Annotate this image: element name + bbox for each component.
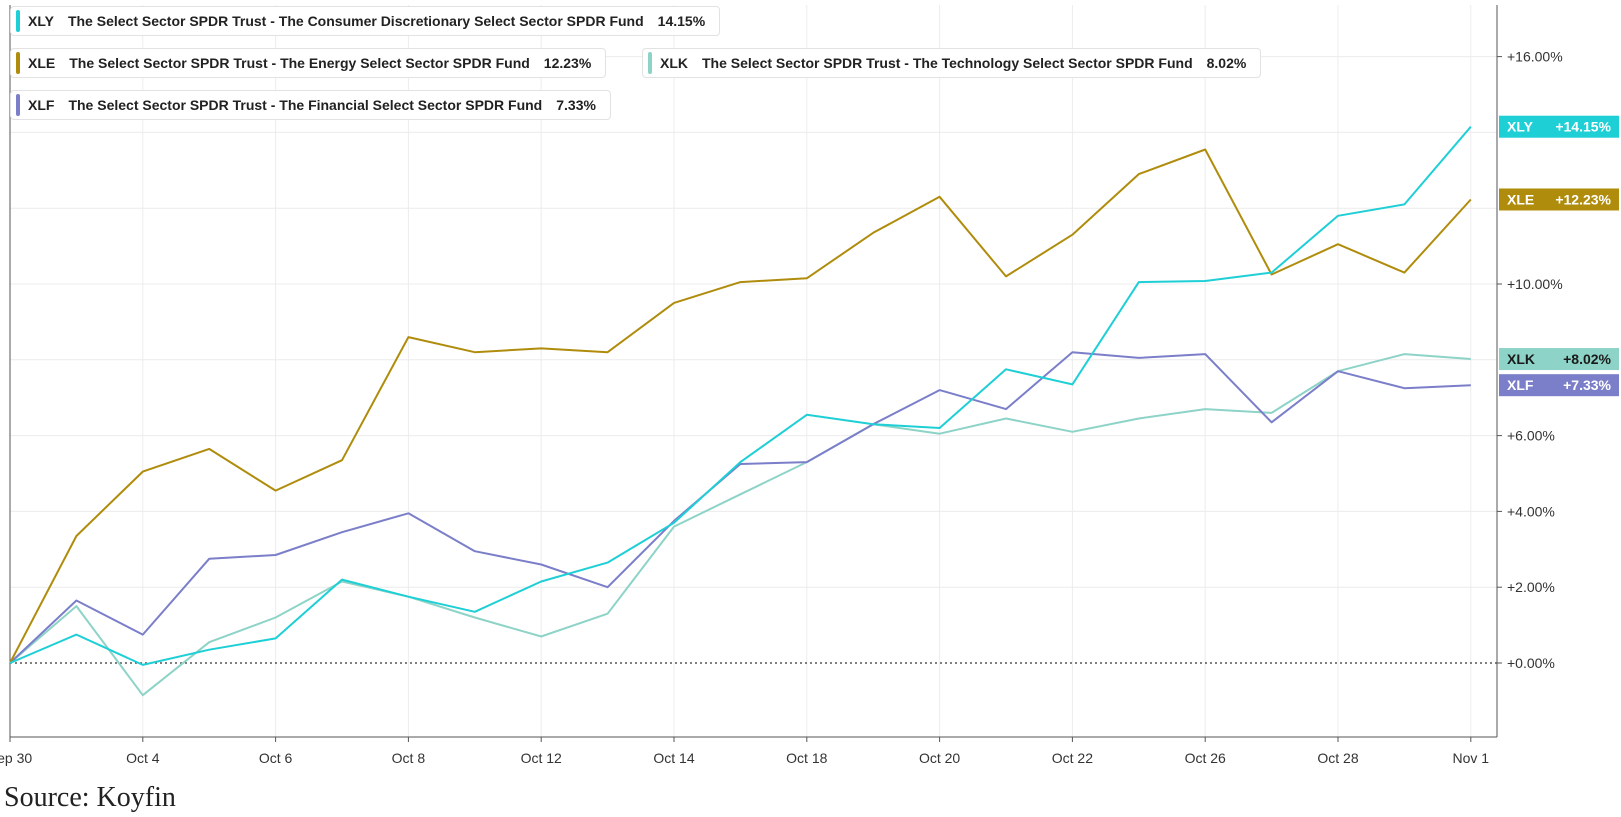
x-tick-label: Oct 12 xyxy=(521,750,562,766)
value-badges: XLY +14.15% XLE +12.23% XLK +8.02% XLF +7.33% xyxy=(1499,115,1619,397)
legend-ticker: XLK xyxy=(660,55,688,71)
legend-value: 14.15% xyxy=(657,13,706,29)
legend-ticker: XLF xyxy=(28,97,55,113)
x-tick-label: Oct 6 xyxy=(259,750,293,766)
legend-item-xlf[interactable]: XLF The Select Sector SPDR Trust - The F… xyxy=(10,90,611,120)
legend-swatch xyxy=(16,52,20,74)
badge-bg xyxy=(1499,348,1619,371)
series-line-xly xyxy=(9,126,1472,666)
x-tick-label: Oct 18 xyxy=(786,750,827,766)
legend-swatch xyxy=(16,10,20,32)
series-line-xle xyxy=(9,148,1472,664)
x-tick-label: Oct 22 xyxy=(1052,750,1093,766)
series-lines xyxy=(9,126,1472,697)
y-tick-label: +0.00% xyxy=(1507,655,1555,671)
legend-item-xlk[interactable]: XLK The Select Sector SPDR Trust - The T… xyxy=(642,48,1262,78)
y-tick-label: +10.00% xyxy=(1507,276,1563,292)
y-tick-label: +4.00% xyxy=(1507,503,1555,519)
x-tick-labels: Sep 30 Oct 4 Oct 6 Oct 8 Oct 12 Oct 14 Oct 18 O… xyxy=(0,737,1489,766)
legend-value: 12.23% xyxy=(543,55,592,71)
x-tick-label: Oct 8 xyxy=(392,750,426,766)
axes xyxy=(9,5,1498,738)
legend-name: The Select Sector SPDR Trust - The Energ… xyxy=(69,55,530,71)
legend-value: 7.33% xyxy=(556,97,596,113)
badge-value: +12.23% xyxy=(1555,191,1611,207)
badge-value: +7.33% xyxy=(1563,377,1611,393)
badge-ticker: XLE xyxy=(1507,191,1534,207)
badge-xle: XLE +12.23% xyxy=(1499,188,1619,211)
badge-xlk: XLK +8.02% xyxy=(1499,348,1619,371)
legend-ticker: XLY xyxy=(28,13,54,29)
legend-item-xly[interactable]: XLY The Select Sector SPDR Trust - The C… xyxy=(10,6,721,36)
x-tick-label: Sep 30 xyxy=(0,750,32,766)
x-tick-label: Oct 28 xyxy=(1317,750,1358,766)
badge-bg xyxy=(1499,188,1619,211)
badge-ticker: XLF xyxy=(1507,377,1534,393)
legend-value: 8.02% xyxy=(1206,55,1247,71)
series-line-xlf xyxy=(9,351,1471,664)
legend-swatch xyxy=(16,94,20,116)
y-tick-label: +6.00% xyxy=(1507,428,1555,444)
x-tick-label: Oct 4 xyxy=(126,750,160,766)
badge-xly: XLY +14.15% xyxy=(1499,115,1619,138)
x-tick-label: Oct 20 xyxy=(919,750,960,766)
y-tick-label: +2.00% xyxy=(1507,579,1555,595)
legend-name: The Select Sector SPDR Trust - The Techn… xyxy=(702,55,1193,71)
legend-name: The Select Sector SPDR Trust - The Finan… xyxy=(68,97,543,113)
badge-bg xyxy=(1499,115,1619,138)
y-tick-labels: +0.00% +2.00% +4.00% +6.00% +10.00% +16.00% xyxy=(1497,49,1563,671)
badge-value: +14.15% xyxy=(1555,119,1611,135)
y-tick-label: +16.00% xyxy=(1507,49,1563,65)
series-line-xlk xyxy=(9,353,1471,697)
x-tick-label: Oct 14 xyxy=(653,750,694,766)
badge-ticker: XLY xyxy=(1507,119,1534,135)
badge-bg xyxy=(1499,374,1619,397)
badge-xlf: XLF +7.33% xyxy=(1499,374,1619,397)
badge-ticker: XLK xyxy=(1507,351,1535,367)
legend-ticker: XLE xyxy=(28,55,56,71)
legend-name: The Select Sector SPDR Trust - The Consu… xyxy=(67,13,644,29)
legend-item-xle[interactable]: XLE The Select Sector SPDR Trust - The E… xyxy=(10,48,607,78)
legend-swatch xyxy=(648,52,652,74)
badge-value: +8.02% xyxy=(1563,351,1611,367)
x-tick-label: Nov 1 xyxy=(1453,750,1490,766)
x-tick-label: Oct 26 xyxy=(1185,750,1226,766)
source-caption: Source: Koyfin xyxy=(4,782,176,813)
